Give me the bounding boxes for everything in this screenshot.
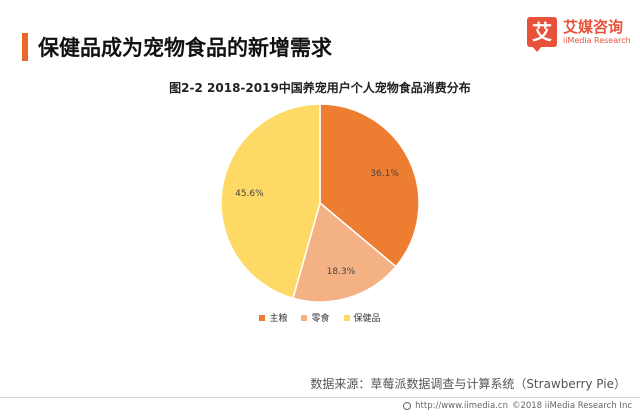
legend-item-1: 主粮 [259, 311, 287, 324]
pie-slice-3 [220, 103, 321, 300]
chart-title: 图2-2 2018-2019中国养宠用户个人宠物食品消费分布 [169, 81, 471, 95]
footer: http://www.iimedia.cn ©2018 iiMedia Rese… [403, 401, 632, 411]
page-title: 保健品成为宠物食品的新增需求 [38, 36, 332, 60]
pie-slice-1 [319, 103, 420, 268]
legend-swatch-2 [301, 314, 308, 321]
logo-name-en: iiMedia Research [563, 36, 631, 45]
legend-item-2: 零食 [301, 311, 330, 324]
chart-legend: 主粮 零食 保健品 [0, 311, 640, 324]
logo-mark: 艾 [527, 17, 557, 52]
footer-divider [0, 397, 640, 398]
pie-data-label-1: 36.1% [370, 169, 399, 179]
legend-swatch-1 [259, 314, 266, 321]
pie-data-label-3: 45.6% [235, 189, 264, 199]
logo-name-cn: 艾媒咨询 [563, 18, 624, 36]
legend-item-3: 保健品 [343, 311, 381, 324]
globe-icon [403, 402, 412, 410]
title-accent-bar [22, 33, 28, 61]
iimedia-logo[interactable]: 艾 艾媒咨询 iiMedia Research [527, 16, 637, 52]
legend-label-2: 零食 [311, 314, 330, 324]
legend-label-1: 主粮 [269, 314, 288, 324]
pie-slice-2 [292, 201, 397, 303]
footer-copyright: ©2018 iiMedia Research Inc [511, 401, 632, 411]
legend-label-3: 保健品 [353, 314, 381, 324]
legend-swatch-3 [343, 314, 350, 321]
pie-data-label-2: 18.3% [327, 267, 356, 277]
footer-website[interactable]: http://www.iimedia.cn [415, 401, 508, 411]
data-source: 数据来源：草莓派数据调查与计算系统（Strawberry Pie） [310, 377, 626, 391]
